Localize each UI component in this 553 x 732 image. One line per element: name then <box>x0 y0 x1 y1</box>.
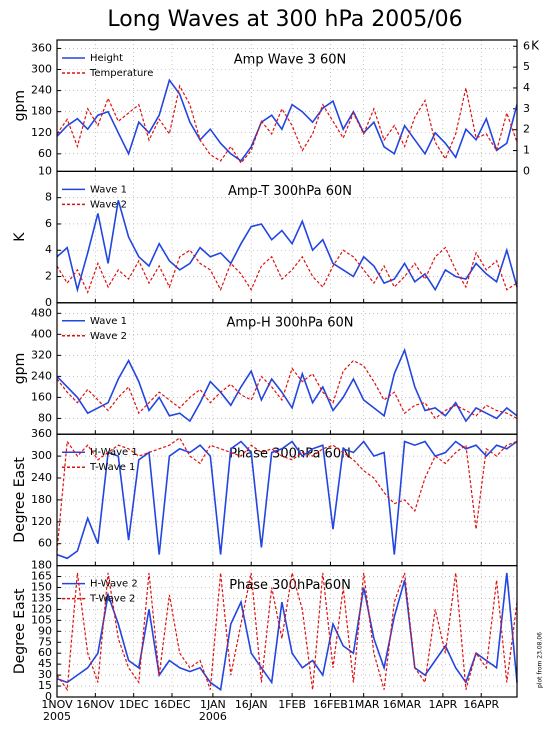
y-tick-label: 30 <box>38 668 52 681</box>
y-tick-label: 4 <box>45 243 52 256</box>
y-tick-label: 480 <box>31 306 52 319</box>
y-tick-label: 360 <box>31 41 52 54</box>
legend-label: Temperature <box>89 68 153 79</box>
y-tick-label: 6 <box>45 217 52 230</box>
x-tick-label: 1NOV <box>41 698 73 711</box>
x-tick-sublabel: 2005 <box>43 710 71 723</box>
x-tick-label: 16FEB <box>313 698 348 711</box>
y-tick-label: 0 <box>45 296 52 309</box>
panel-title: Amp Wave 3 60N <box>234 53 346 68</box>
y-tick-label: 60 <box>38 537 52 550</box>
x-tick-label: 16JAN <box>235 698 268 711</box>
series-line <box>56 440 518 560</box>
y-tick-label: 2 <box>45 270 52 283</box>
legend-label: Wave 2 <box>90 199 127 210</box>
y-axis-label: gpm <box>12 353 28 384</box>
y2-axis-label: K <box>531 39 540 53</box>
y-tick-label: 360 <box>31 427 52 440</box>
y-tick-label: 160 <box>31 390 52 403</box>
legend-label: H-Wave 2 <box>90 579 138 590</box>
x-tick-label: 1APR <box>428 698 457 711</box>
y-tick-label: 240 <box>31 369 52 382</box>
x-tick-label: 1DEC <box>119 698 149 711</box>
y-tick-label: 240 <box>31 84 52 97</box>
y-tick-label: 320 <box>31 348 52 361</box>
legend-label: T-Wave 1 <box>89 462 135 473</box>
y-tick-label: 300 <box>31 449 52 462</box>
y-tick-label: 90 <box>38 624 52 637</box>
legend-label: Height <box>90 53 123 64</box>
y-tick-label: 75 <box>38 635 52 648</box>
panel-title: Amp-T 300hPa 60N <box>228 184 352 199</box>
series-line <box>56 359 518 420</box>
legend-label: H-Wave 1 <box>90 447 138 458</box>
y-axis-label: Degree East <box>12 457 28 543</box>
y-tick-label: 60 <box>38 646 52 659</box>
series-line <box>56 246 518 294</box>
figure-title: Long Waves at 300 hPa 2005/06 <box>107 7 462 32</box>
y-tick-label: 165 <box>31 570 52 583</box>
y-tick-label: 150 <box>31 581 52 594</box>
y-tick-label: 180 <box>31 559 52 572</box>
y-tick-label: 120 <box>31 515 52 528</box>
legend-label: Wave 1 <box>90 184 127 195</box>
footnote: plot from 23.08.06 <box>537 632 544 688</box>
series-line <box>56 84 518 165</box>
y-tick-label: 45 <box>38 657 52 670</box>
y-tick-label: 15 <box>38 679 52 692</box>
y2-tick-label: 1 <box>523 144 530 157</box>
x-tick-sublabel: 2006 <box>199 710 227 723</box>
series-line <box>56 347 518 423</box>
panel-title: Amp-H 300hPa 60N <box>226 315 353 330</box>
y-tick-label: 300 <box>31 63 52 76</box>
x-tick-label: 16NOV <box>76 698 115 711</box>
y-axis-label: K <box>12 232 28 242</box>
y-axis-label: gpm <box>12 90 28 121</box>
y-tick-label: 400 <box>31 327 52 340</box>
x-tick-label: 1FEB <box>278 698 306 711</box>
y-tick-label: 120 <box>31 602 52 615</box>
y-tick-label: 8 <box>45 191 52 204</box>
y2-tick-label: 2 <box>523 123 530 136</box>
y-tick-label: 105 <box>31 613 52 626</box>
y2-tick-label: 0 <box>523 164 530 177</box>
y-tick-label: 10 <box>38 164 52 177</box>
y2-tick-label: 6 <box>523 39 530 52</box>
y-tick-label: 135 <box>31 591 52 604</box>
y2-tick-label: 3 <box>523 102 530 115</box>
series-line <box>56 437 518 552</box>
panel-frame <box>56 564 518 698</box>
y-axis-label: Degree East <box>12 588 28 674</box>
legend-label: Wave 1 <box>90 316 127 327</box>
x-tick-label: 16DEC <box>153 698 190 711</box>
x-tick-label: 16APR <box>463 698 499 711</box>
series-line <box>56 78 518 163</box>
x-tick-label: 1JAN <box>200 698 226 711</box>
y-tick-label: 180 <box>31 493 52 506</box>
series-line <box>56 572 518 692</box>
y-tick-label: 0 <box>45 690 52 703</box>
y2-tick-label: 4 <box>523 81 530 94</box>
x-tick-label: 16MAR <box>383 698 422 711</box>
y-tick-label: 240 <box>31 471 52 484</box>
series-line <box>56 572 518 692</box>
legend-label: Wave 2 <box>90 331 127 342</box>
y2-tick-label: 5 <box>523 60 530 73</box>
y-tick-label: 180 <box>31 105 52 118</box>
y-tick-label: 60 <box>38 147 52 160</box>
x-tick-label: 1MAR <box>348 698 380 711</box>
series-line <box>56 200 518 293</box>
legend-label: T-Wave 2 <box>89 594 135 605</box>
y-tick-label: 120 <box>31 126 52 139</box>
y-tick-label: 80 <box>38 411 52 424</box>
